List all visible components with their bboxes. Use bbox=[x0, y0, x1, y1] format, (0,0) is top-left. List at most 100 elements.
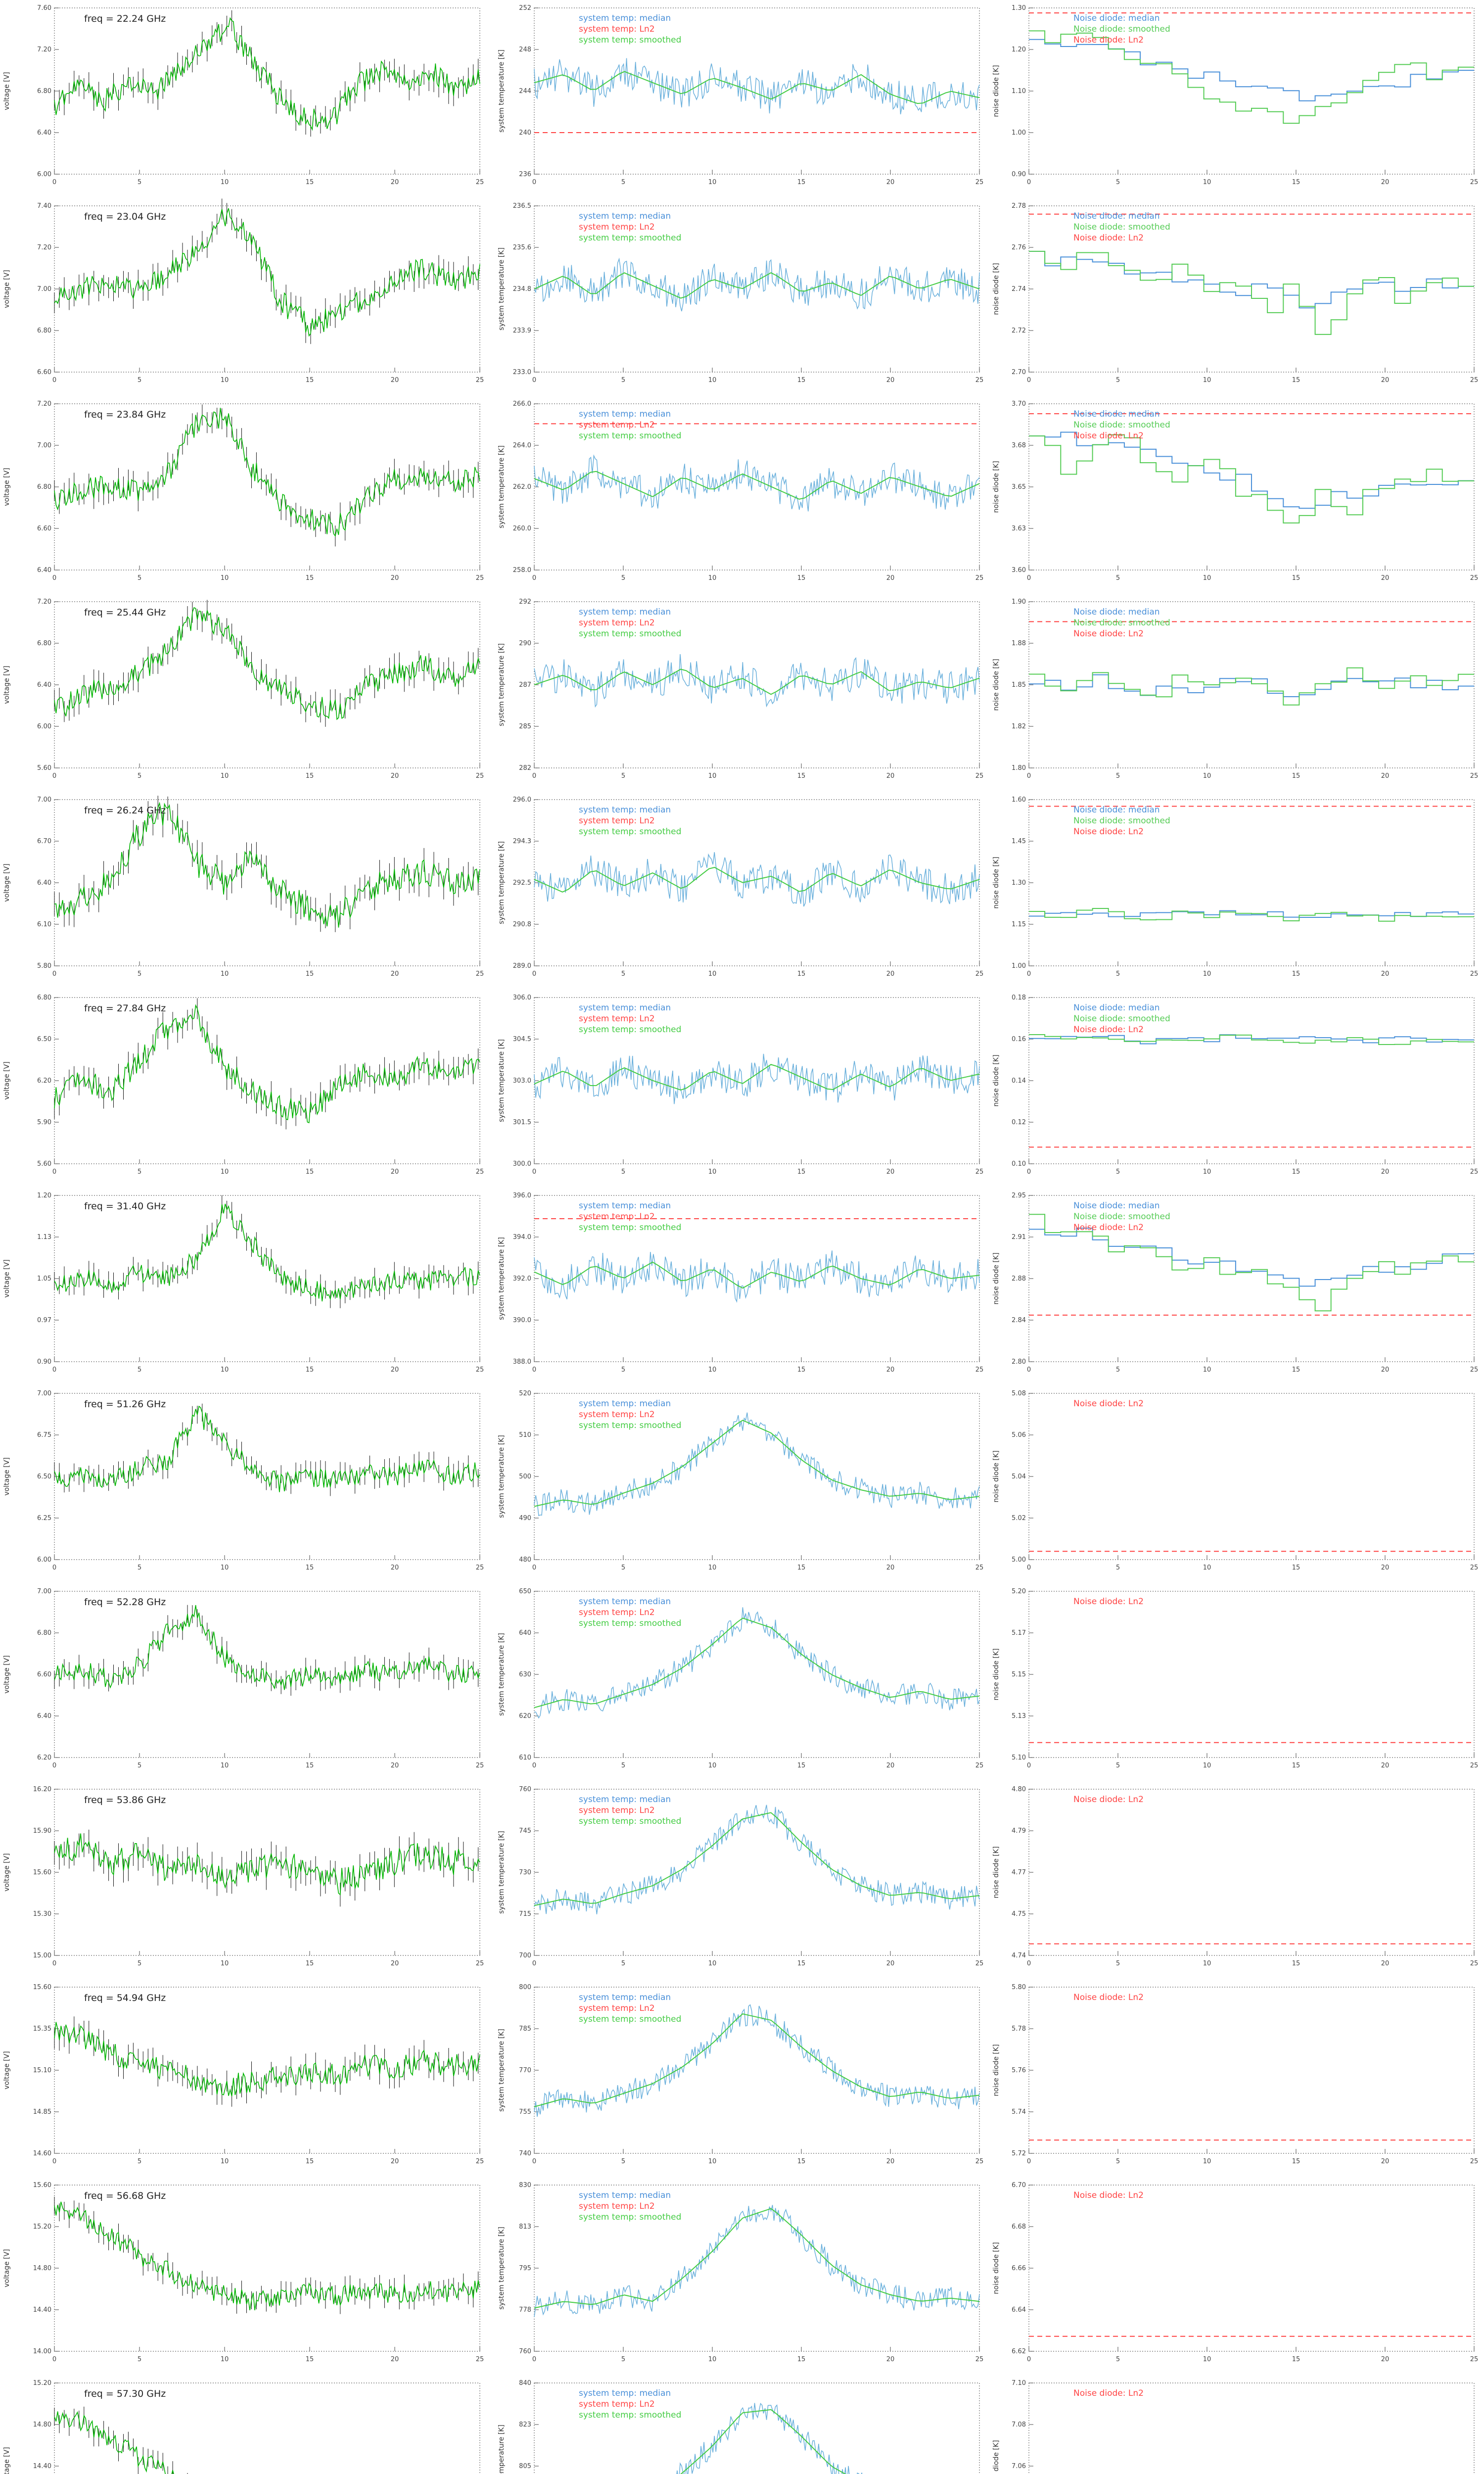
y-tick-label: 15.60 bbox=[33, 1869, 51, 1876]
chart-voltage-31.40ghz: 0.90 0.97 1.05 1.13 1.20 0 5 10 15 20 25 voltage [V… bbox=[3, 1192, 484, 1374]
y-tick-label: 5.04 bbox=[1012, 1473, 1026, 1480]
noise-diode-smoothed-steps bbox=[1029, 1214, 1474, 1312]
y-tick-label: 6.00 bbox=[37, 1556, 51, 1564]
y-tick-label: 715 bbox=[519, 1910, 531, 1918]
plot-row-25.44ghz: 5.60 6.00 6.40 6.80 7.20 0 5 10 15 20 25 voltage [V… bbox=[0, 594, 1484, 792]
plot-frame bbox=[54, 2382, 480, 2474]
y-tick-label: 6.40 bbox=[37, 879, 51, 887]
y-tick-label: 16.20 bbox=[33, 1786, 51, 1793]
y-axis-label: system temperature [K] bbox=[498, 247, 506, 331]
y-tick-label: 2.88 bbox=[1012, 1275, 1026, 1283]
voltage-error-bars bbox=[54, 1605, 479, 1696]
x-tick-label: 10 bbox=[1203, 970, 1211, 978]
figure-noise-diode-row3: 3.60 3.63 3.65 3.68 3.70 0 5 10 15 20 25 noise diod… bbox=[989, 396, 1484, 594]
y-tick-label: 770 bbox=[519, 2067, 531, 2074]
y-tick-label: 394.0 bbox=[513, 1234, 531, 1241]
chart-system-temp-23.04ghz: 233.0 233.9 234.8 235.6 236.5 0 5 10 15 20 25 syste… bbox=[498, 202, 983, 384]
x-tick-label: 0 bbox=[532, 1762, 536, 1769]
voltage-series bbox=[54, 802, 480, 928]
x-tick-label: 25 bbox=[476, 1762, 484, 1769]
voltage-series bbox=[54, 2201, 480, 2311]
voltage-series bbox=[54, 1004, 480, 1124]
voltage-error-bars bbox=[54, 1403, 479, 1496]
y-tick-label: 5.20 bbox=[1012, 1588, 1026, 1595]
y-tick-label: 0.90 bbox=[1012, 171, 1026, 178]
figure-noise-diode-row4: 1.80 1.82 1.85 1.88 1.90 0 5 10 15 20 25 noise diod… bbox=[989, 594, 1484, 792]
y-tick-label: 700 bbox=[519, 1952, 531, 1959]
y-tick-label: 4.75 bbox=[1012, 1910, 1026, 1918]
y-tick-label: 392.0 bbox=[513, 1275, 531, 1283]
figure-voltage-row8: 6.00 6.25 6.50 6.75 7.00 0 5 10 15 20 25 voltage [V… bbox=[0, 1385, 495, 1583]
y-tick-label: 5.17 bbox=[1012, 1629, 1026, 1637]
y-axis-label: system temperature [K] bbox=[498, 2227, 506, 2310]
x-tick-label: 0 bbox=[52, 2356, 56, 2363]
x-tick-label: 15 bbox=[1292, 574, 1300, 582]
x-tick-label: 10 bbox=[708, 1762, 717, 1769]
y-axis-label: noise diode [K] bbox=[992, 856, 1000, 908]
y-axis-label: voltage [V] bbox=[3, 666, 11, 704]
y-tick-label: 6.20 bbox=[37, 1077, 51, 1085]
system-temp-smoothed-series bbox=[534, 272, 980, 299]
plot-frame bbox=[1028, 2185, 1475, 2352]
legend-entry: system temp: smoothed bbox=[579, 233, 681, 243]
legend-entry: Noise diode: Ln2 bbox=[1073, 1025, 1144, 1035]
y-tick-label: 287 bbox=[519, 681, 531, 689]
plot-frame bbox=[1028, 1789, 1475, 1956]
x-tick-label: 0 bbox=[532, 179, 536, 186]
y-axis-label: system temperature [K] bbox=[498, 2029, 506, 2112]
y-tick-label: 2.74 bbox=[1012, 285, 1026, 293]
x-tick-label: 10 bbox=[221, 2158, 229, 2165]
x-tick-label: 20 bbox=[391, 970, 399, 978]
freq-title: freq = 23.84 GHz bbox=[84, 409, 166, 420]
x-tick-label: 20 bbox=[1381, 574, 1390, 582]
plot-row-31.40ghz: 0.90 0.97 1.05 1.13 1.20 0 5 10 15 20 25 voltage [V… bbox=[0, 1188, 1484, 1385]
y-tick-label: 1.30 bbox=[1012, 4, 1026, 12]
y-tick-label: 6.62 bbox=[1012, 2348, 1026, 2355]
y-tick-label: 760 bbox=[519, 2348, 531, 2355]
x-tick-label: 0 bbox=[1027, 772, 1031, 780]
x-tick-label: 0 bbox=[532, 1168, 536, 1176]
x-tick-label: 15 bbox=[1292, 377, 1300, 384]
plot-frame bbox=[54, 799, 480, 966]
x-tick-label: 0 bbox=[532, 1366, 536, 1374]
figure-voltage-row2: 6.60 6.80 7.00 7.20 7.40 0 5 10 15 20 25 voltage [V… bbox=[0, 198, 495, 396]
legend-entry: system temp: smoothed bbox=[579, 1025, 681, 1035]
y-tick-label: 0.12 bbox=[1012, 1119, 1026, 1126]
x-tick-label: 20 bbox=[391, 1762, 399, 1769]
y-tick-label: 14.40 bbox=[33, 2463, 51, 2470]
legend-entry: Noise diode: Ln2 bbox=[1073, 2388, 1144, 2398]
voltage-error-bars bbox=[54, 998, 479, 1130]
chart-voltage-52.28ghz: 6.20 6.40 6.60 6.80 7.00 0 5 10 15 20 25 voltage [V… bbox=[3, 1588, 484, 1769]
y-tick-label: 1.10 bbox=[1012, 88, 1026, 95]
y-tick-label: 2.70 bbox=[1012, 369, 1026, 376]
y-tick-label: 760 bbox=[519, 1786, 531, 1793]
x-tick-label: 5 bbox=[1116, 574, 1120, 582]
y-tick-label: 266.0 bbox=[513, 400, 531, 408]
y-tick-label: 0.14 bbox=[1012, 1077, 1026, 1085]
chart-noise-diode-57.30ghz: 7.027.047.067.087.100510152025noise diod… bbox=[992, 2379, 1475, 2474]
x-tick-label: 25 bbox=[476, 1168, 484, 1176]
plot-frame bbox=[54, 601, 480, 768]
y-tick-label: 1.88 bbox=[1012, 640, 1026, 647]
y-tick-label: 5.80 bbox=[1012, 1984, 1026, 1991]
x-tick-label: 10 bbox=[221, 1366, 229, 1374]
x-tick-label: 15 bbox=[797, 2356, 806, 2363]
x-tick-label: 25 bbox=[1470, 970, 1479, 978]
y-tick-label: 15.60 bbox=[33, 2182, 51, 2189]
legend-entry: system temp: Ln2 bbox=[579, 2201, 655, 2211]
y-tick-label: 15.35 bbox=[33, 2025, 51, 2033]
y-tick-label: 1.90 bbox=[1012, 598, 1026, 606]
y-tick-label: 5.90 bbox=[37, 1119, 51, 1126]
y-tick-label: 5.10 bbox=[1012, 1754, 1026, 1761]
system-temp-smoothed-series bbox=[534, 1812, 980, 1906]
plot-row-56.68ghz: 14.00 14.40 14.80 15.20 15.60 0 5 10 15 20 25 volta… bbox=[0, 2177, 1484, 2375]
x-tick-label: 25 bbox=[476, 2158, 484, 2165]
x-tick-label: 25 bbox=[975, 1168, 984, 1176]
x-tick-label: 15 bbox=[797, 1168, 806, 1176]
y-tick-label: 1.45 bbox=[1012, 838, 1026, 845]
chart-voltage-23.04ghz: 6.60 6.80 7.00 7.20 7.40 0 5 10 15 20 25 voltage [V… bbox=[3, 198, 484, 384]
x-tick-label: 0 bbox=[52, 970, 56, 978]
plot-frame bbox=[534, 2382, 980, 2474]
x-tick-label: 5 bbox=[1116, 2158, 1120, 2165]
x-tick-label: 25 bbox=[975, 772, 984, 780]
